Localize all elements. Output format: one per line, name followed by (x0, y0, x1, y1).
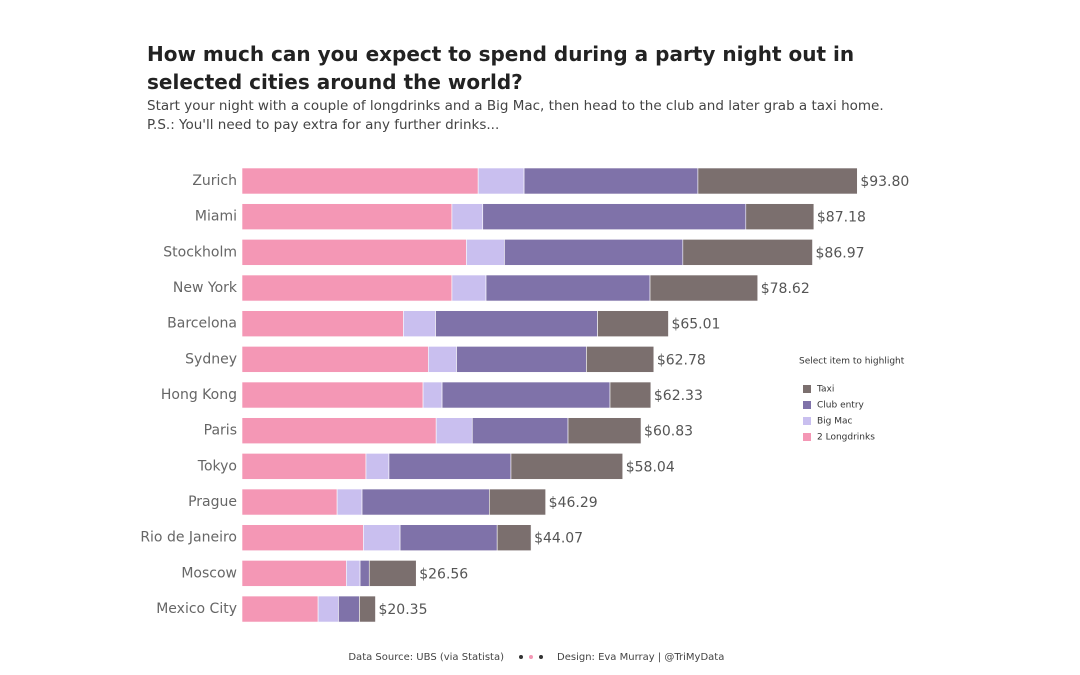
bar-segment (361, 488, 490, 516)
bar-segment (241, 203, 453, 230)
subtitle-line: Start your night with a couple of longdr… (147, 98, 884, 114)
bar-segment (317, 595, 339, 623)
data-label: $60.83 (644, 424, 693, 440)
legend-label[interactable]: Taxi (816, 385, 834, 395)
data-label: $20.35 (378, 602, 427, 618)
chart-title: How much can you expect to spend during … (147, 42, 855, 94)
legend-swatch[interactable] (803, 385, 811, 393)
bar-segment (241, 310, 404, 337)
data-label: $86.97 (816, 245, 865, 261)
bar-segment (482, 203, 747, 230)
y-tick-label: Rio de Janeiro (140, 530, 237, 546)
bar-segment (241, 239, 467, 266)
data-label: $26.56 (419, 566, 468, 582)
y-tick-label: Zurich (192, 173, 237, 189)
legend-label[interactable]: Club entry (817, 401, 865, 411)
bar-segment (697, 167, 858, 195)
bar-segment (435, 310, 598, 337)
footer-source: Data Source: UBS (via Statista) (348, 652, 504, 663)
bar-segment (504, 239, 684, 266)
bar-segment (241, 524, 364, 552)
bar-segment (359, 560, 370, 587)
data-label: $62.78 (657, 352, 706, 368)
bar-segment (567, 417, 642, 444)
bar-segment (241, 167, 479, 195)
bar-segment (363, 524, 401, 552)
bar-segment (346, 560, 361, 587)
bar-segment (336, 488, 363, 516)
data-label: $58.04 (626, 459, 675, 475)
bar-segment (489, 488, 546, 516)
bar-segment (496, 524, 532, 552)
bar-segment (510, 453, 624, 480)
data-label: $62.33 (654, 388, 703, 404)
bar-segment (241, 346, 429, 373)
bar-segment (451, 274, 487, 302)
bar-segment (365, 453, 390, 480)
bar-segment (241, 560, 347, 587)
bar-segment (241, 595, 319, 623)
y-tick-label: Barcelona (167, 316, 237, 332)
data-label: $93.80 (860, 174, 909, 190)
bar-segment (597, 310, 669, 337)
footer-dot (519, 655, 523, 659)
subtitle: Start your night with a couple of longdr… (147, 97, 884, 135)
data-label: $78.62 (761, 281, 810, 297)
y-tick-label: Tokyo (197, 458, 237, 474)
y-tick-label: New York (173, 280, 238, 296)
y-tick-label: Miami (195, 209, 237, 225)
legend-label[interactable]: 2 Longdrinks (817, 433, 875, 443)
bar-segment (477, 167, 525, 195)
bar-segment (422, 381, 443, 409)
data-label: $65.01 (671, 317, 720, 333)
bar-segment (485, 274, 651, 302)
legend-swatch[interactable] (803, 433, 811, 441)
bar-segment (338, 595, 360, 623)
bar-segment (403, 310, 436, 337)
bar-segment (609, 381, 652, 409)
legend-label[interactable]: Big Mac (817, 417, 853, 427)
bar-segment (682, 239, 813, 266)
footer-dot (539, 655, 543, 659)
bar-segment (456, 346, 587, 373)
legend-swatch[interactable] (803, 417, 811, 425)
bar-segment (428, 346, 457, 373)
data-label: $87.18 (817, 210, 866, 226)
y-tick-label: Moscow (181, 565, 237, 581)
bar-segment (241, 274, 453, 302)
footer-design: Design: Eva Murray | @TriMyData (557, 652, 724, 663)
y-tick-label: Sydney (185, 351, 237, 367)
bar-segment (368, 560, 417, 587)
y-tick-label: Stockholm (163, 244, 237, 260)
bar-segment (649, 274, 759, 302)
bar-segment (241, 453, 367, 480)
legend-title: Select item to highlight (799, 357, 905, 367)
y-tick-label: Mexico City (156, 601, 237, 617)
bar-segment (388, 453, 512, 480)
data-label: $46.29 (549, 495, 598, 511)
y-tick-label: Prague (188, 494, 237, 510)
bar-segment (241, 381, 424, 409)
y-tick-label: Paris (204, 423, 237, 439)
bar-segment (451, 203, 484, 230)
bar-segment (586, 346, 655, 373)
bar-segment (399, 524, 498, 552)
bar-segment (466, 239, 505, 266)
bar-segment (441, 381, 611, 409)
bar-segment (359, 595, 376, 623)
bar-segment (241, 417, 437, 444)
bar-segment (745, 203, 815, 230)
data-label: $44.07 (534, 531, 583, 547)
y-tick-label: Hong Kong (161, 387, 237, 403)
footer-dot (529, 655, 533, 659)
bar-segment (471, 417, 569, 444)
bar-segment (523, 167, 699, 195)
subtitle-line: P.S.: You'll need to pay extra for any f… (147, 117, 500, 133)
bar-segment (241, 488, 338, 516)
bar-segment (435, 417, 473, 444)
legend-swatch[interactable] (803, 401, 811, 409)
